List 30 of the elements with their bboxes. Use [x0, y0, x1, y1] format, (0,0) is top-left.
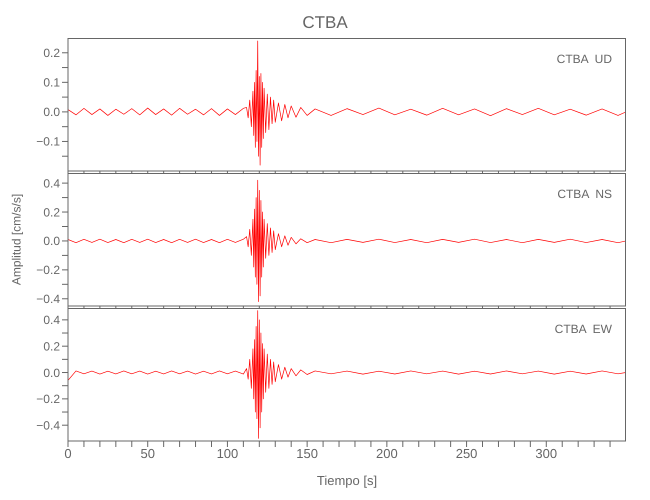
y-tick-label: 0.0	[43, 105, 60, 120]
x-tick-label: 100	[216, 446, 238, 462]
y-tick-label: 0.1	[43, 76, 60, 90]
y-tick-label: 0.4	[43, 313, 60, 328]
y-tick-label: −0.4	[36, 418, 60, 432]
line-series	[68, 40, 626, 166]
annotation: CTBA NS	[557, 187, 612, 201]
chart-title: CTBA	[301, 12, 349, 34]
x-tick-label: 0	[64, 446, 72, 462]
y-tick-label: −0.4	[36, 292, 60, 306]
x-tick-label: 150	[296, 446, 318, 462]
y-tick-label: 0.2	[43, 205, 60, 220]
line-series	[68, 180, 626, 302]
x-axis-title: Tiempo [s]	[316, 473, 378, 488]
y-tick-label: −0.2	[36, 263, 60, 278]
annotation: CTBA EW	[554, 322, 612, 336]
x-tick-label: 200	[376, 446, 398, 462]
y-tick-label: −0.2	[36, 392, 60, 406]
y-tick-label: 0.4	[43, 176, 60, 190]
y-axis-title: Amplitud [cm/s/s]	[9, 194, 24, 286]
x-tick-label: 50	[140, 446, 155, 462]
line-series	[68, 310, 626, 439]
x-tick-label: 250	[456, 446, 478, 462]
x-tick-label: 300	[535, 446, 558, 462]
y-tick-label: −0.1	[36, 134, 60, 149]
y-tick-label: 0.0	[43, 366, 60, 380]
annotation: CTBA UD	[556, 52, 612, 66]
y-tick-label: 0.2	[43, 339, 60, 354]
y-tick-label: 0.0	[43, 234, 60, 248]
y-tick-label: 0.2	[43, 46, 60, 60]
